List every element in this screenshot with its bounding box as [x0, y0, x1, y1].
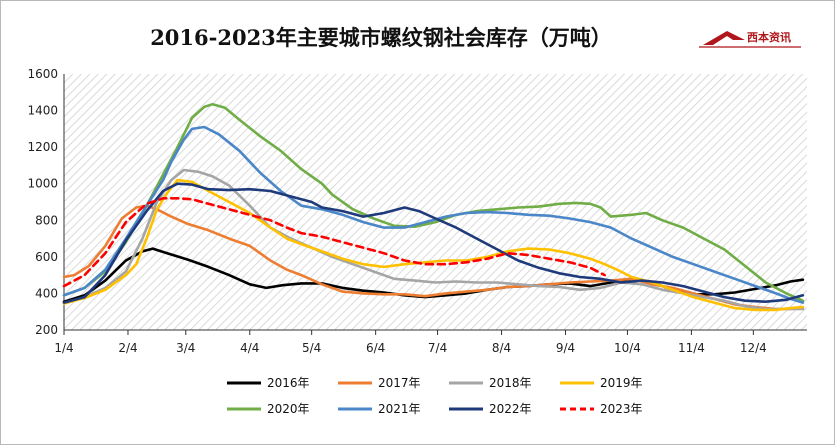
legend-label-2022: 2022年	[489, 402, 532, 416]
series-line-2021	[62, 125, 805, 304]
legend-label-2017: 2017年	[378, 376, 421, 390]
legend-label-2018: 2018年	[489, 376, 532, 390]
legend: 2016年 2017年 2018年 2019年 2020年 2021年 2022年 2023年	[227, 376, 643, 416]
legend-label-2023: 2023年	[600, 402, 643, 416]
x-tick-label: 1/4	[54, 341, 73, 355]
legend-label-2019: 2019年	[600, 376, 643, 390]
series-line-2023	[62, 197, 606, 288]
legend-label-2016: 2016年	[267, 376, 310, 390]
legend-label-2020: 2020年	[267, 402, 310, 416]
x-tick-label: 7/4	[428, 341, 447, 355]
chart-title: 2016-2023年主要城市螺纹钢社会库存（万吨）	[150, 25, 612, 50]
y-tick-label: 1400	[27, 104, 58, 118]
y-tick-label: 800	[35, 213, 58, 227]
y-tick-label: 400	[35, 286, 58, 300]
x-tick-label: 8/4	[492, 341, 511, 355]
y-axis: 200 400 600 800 1000 1200 1400 1600	[27, 67, 65, 337]
x-tick-label: 10/4	[614, 341, 641, 355]
y-tick-label: 200	[35, 323, 58, 337]
y-tick-label: 600	[35, 250, 58, 264]
x-tick-label: 6/4	[366, 341, 385, 355]
plot-area	[64, 74, 807, 330]
x-tick-label: 2/4	[118, 341, 137, 355]
y-tick-label: 1000	[27, 177, 58, 191]
x-tick-label: 11/4	[678, 341, 705, 355]
x-tick-label: 3/4	[176, 341, 195, 355]
logo-text: 西本资讯	[747, 30, 791, 44]
y-tick-label: 1600	[27, 67, 58, 81]
x-axis: 1/4 2/4 3/4 4/4 5/4 6/4 7/4 8/4 9/4 10/4 11/4 12/4	[54, 329, 807, 355]
x-tick-label: 5/4	[302, 341, 321, 355]
y-tick-label: 1200	[27, 140, 58, 154]
x-tick-label: 9/4	[556, 341, 575, 355]
series-line-2022	[62, 182, 805, 304]
logo: 西本资讯	[699, 30, 801, 48]
series-line-2020	[62, 102, 805, 302]
roof-logo-icon	[699, 31, 801, 48]
legend-label-2021: 2021年	[378, 402, 421, 416]
x-tick-label: 4/4	[240, 341, 259, 355]
x-tick-label: 12/4	[740, 341, 767, 355]
series-layer	[62, 102, 805, 312]
